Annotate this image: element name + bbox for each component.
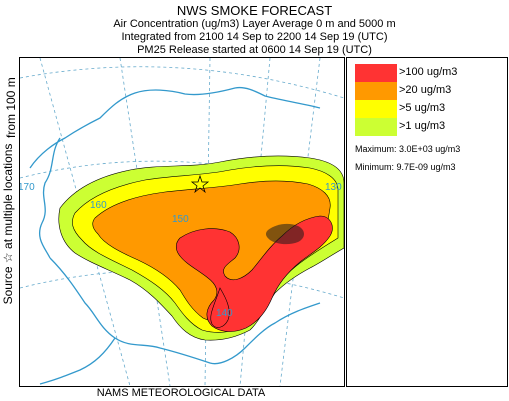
lon-130-label: 130 (325, 182, 342, 193)
source-locations-label: Source ☆ at multiple locations (1, 143, 15, 305)
minimum-value: Minimum: 9.7E-09 ug/m3 (355, 162, 456, 172)
swatch-gt1 (355, 118, 397, 136)
lon-150-label: 150 (172, 214, 189, 225)
legend-label: >20 ug/m3 (399, 84, 452, 96)
legend-label: >100 ug/m3 (399, 66, 458, 78)
map-canvas: 170 160 150 140 130 (20, 58, 344, 386)
data-source-footer: NAMS METEOROLOGICAL DATA (96, 387, 266, 399)
grid-labels: 170 160 150 140 130 (20, 182, 342, 319)
integration-period: Integrated from 2100 14 Sep to 2200 14 S… (121, 31, 388, 43)
smoke-plume (58, 155, 344, 341)
maximum-value: Maximum: 3.0E+03 ug/m3 (355, 144, 461, 154)
legend-panel: >100 ug/m3 >20 ug/m3 >5 ug/m3 >1 ug/m3 M… (346, 57, 508, 387)
map-title: NWS SMOKE FORECAST (176, 3, 333, 18)
swatch-gt20 (355, 82, 397, 100)
lon-160-label: 160 (90, 200, 107, 211)
star-icon (190, 174, 210, 194)
legend-label: >5 ug/m3 (399, 102, 446, 114)
legend-item-gt1: >1 ug/m3 (355, 118, 503, 136)
concentration-subtitle: Air Concentration (ug/m3) Layer Average … (113, 18, 396, 30)
smoke-map: 170 160 150 140 130 (19, 57, 345, 387)
legend-item-gt20: >20 ug/m3 (355, 82, 503, 100)
swatch-gt100 (355, 64, 397, 82)
legend-label: >1 ug/m3 (399, 120, 446, 132)
lon-140-label: 140 (216, 308, 233, 319)
plume-gt100-south (210, 287, 230, 328)
source-cluster (265, 223, 304, 245)
release-start: PM25 Release started at 0600 14 Sep 19 (… (137, 44, 372, 56)
legend-item-gt100: >100 ug/m3 (355, 64, 503, 82)
swatch-gt5 (355, 100, 397, 118)
release-height-label: from 100 m (4, 77, 18, 138)
legend-item-gt5: >5 ug/m3 (355, 100, 503, 118)
lon-170-label: 170 (20, 182, 35, 193)
